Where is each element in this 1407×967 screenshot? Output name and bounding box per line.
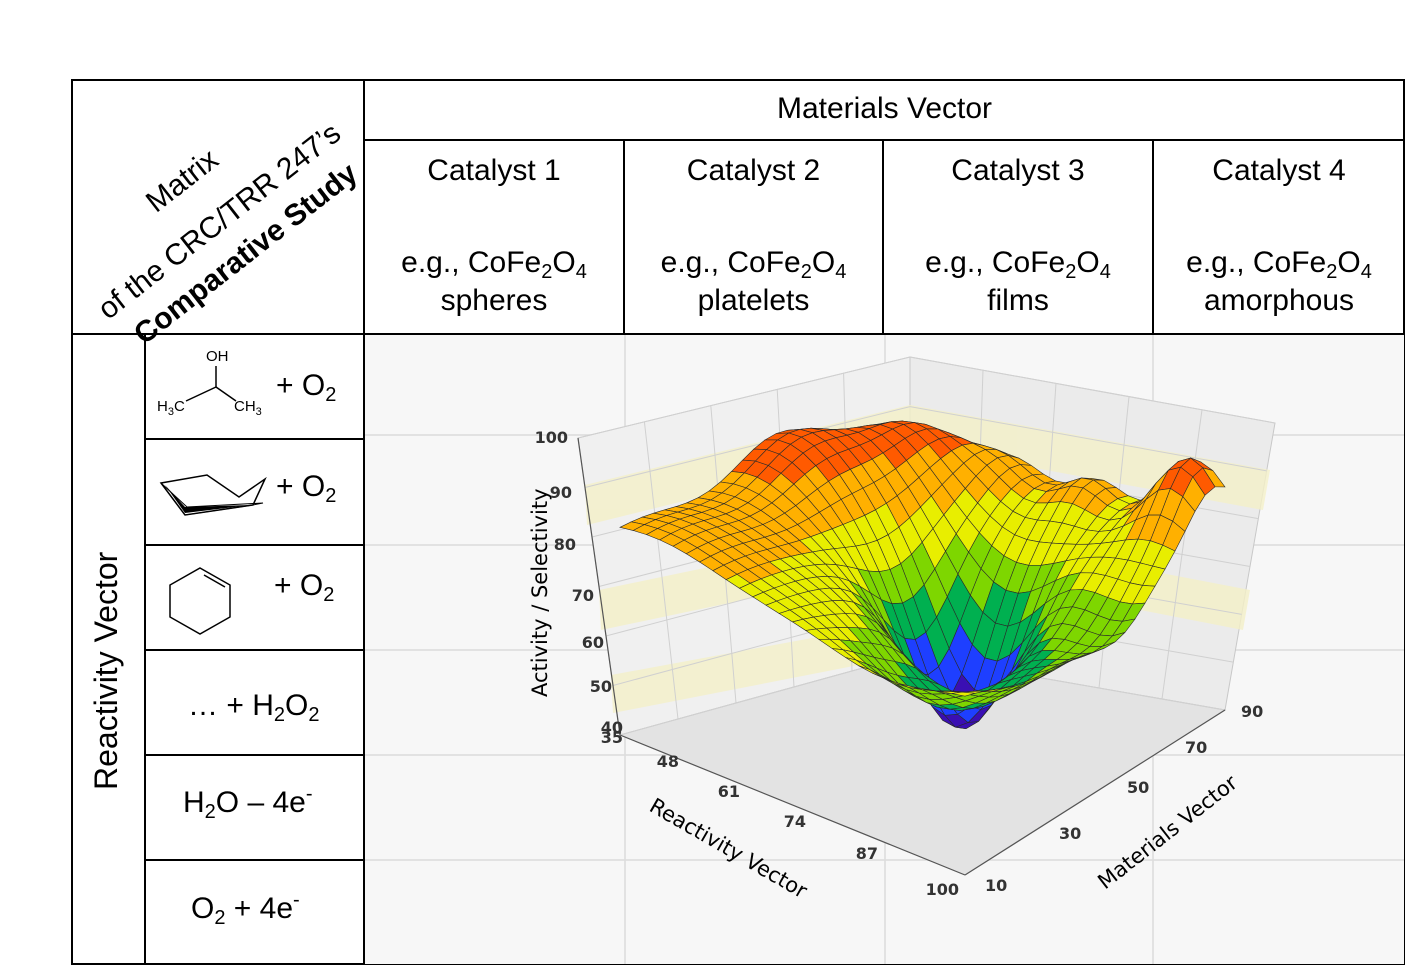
catalyst-divider-2 <box>882 140 884 335</box>
reaction-2-oxidant: + O2 <box>276 470 337 507</box>
catalyst-4-name: Catalyst 4 <box>1212 154 1346 187</box>
surface-mesh <box>619 420 1226 730</box>
wall-gridline <box>909 356 1276 424</box>
z-tick-label: 40 <box>601 718 623 737</box>
z-tick-label: 60 <box>582 633 604 652</box>
wall-gridline <box>1161 409 1203 700</box>
header-divider <box>71 333 1405 335</box>
wall-gridline <box>577 356 911 439</box>
wall-gridline <box>643 421 679 720</box>
reaction-col-divider <box>144 334 146 965</box>
y-tick-label: 70 <box>1185 738 1207 757</box>
isopropanol-structure: OH H3C CH3 <box>157 348 262 418</box>
axes <box>577 437 1226 876</box>
catalyst-1-name: Catalyst 1 <box>427 154 561 187</box>
z-axis-label: Activity / Selectivity <box>528 488 552 697</box>
x-tick-label: 35 <box>601 728 623 747</box>
y-tick-label: 50 <box>1127 778 1149 797</box>
row-divider-5 <box>146 859 364 861</box>
row-divider-2 <box>146 544 364 546</box>
oh-label: OH <box>206 348 229 365</box>
wall-gridline <box>619 654 911 736</box>
catalyst-2-formula: e.g., CoFe2O4 <box>660 246 847 283</box>
x-tick-label: 74 <box>784 812 806 831</box>
z-tick-label: 100 <box>535 428 568 447</box>
y-tick-label: 10 <box>985 876 1007 895</box>
wall-gridline <box>584 406 911 488</box>
catalyst-divider-3 <box>1152 140 1154 335</box>
catalyst-4-cell: Catalyst 4 e.g., CoFe2O4 amorphous <box>1154 140 1404 334</box>
catalyst-3-morphology: films <box>987 284 1049 317</box>
catalyst-3-cell: Catalyst 3 e.g., CoFe2O4 films <box>884 140 1152 334</box>
reaction-1-oxidant: + O2 <box>276 369 337 406</box>
reaction-6-oxygen-reduction: O2 + 4e- <box>191 889 300 929</box>
reaction-5-water-oxidation: H2O – 4e- <box>183 783 313 823</box>
catalyst-1-morphology: spheres <box>440 284 548 317</box>
reactivity-vector-header: Reactivity Vector <box>88 551 124 790</box>
y-tick-label: 90 <box>1241 702 1263 721</box>
z-tick-label: 70 <box>572 586 594 605</box>
catalyst-3-formula: e.g., CoFe2O4 <box>925 246 1111 283</box>
materials-vector-header: Materials Vector <box>776 92 993 125</box>
catalyst-2-morphology: platelets <box>697 284 810 317</box>
catalyst-4-formula: e.g., CoFe2O4 <box>1186 246 1372 283</box>
row-divider-1 <box>146 438 364 440</box>
row-divider-4 <box>146 754 364 756</box>
catalyst-2-name: Catalyst 2 <box>686 154 821 187</box>
matrix-table <box>71 79 1405 965</box>
x-tick-label: 87 <box>856 844 878 863</box>
cyclohexene-structure <box>169 567 231 635</box>
x-tick-label: 61 <box>718 782 740 801</box>
z-tick-label: 80 <box>554 535 576 554</box>
z-tick-label: 50 <box>590 677 612 696</box>
z-tick-label: 90 <box>550 483 572 502</box>
catalyst-1-cell: Catalyst 1 e.g., CoFe2O4 spheres <box>365 140 623 334</box>
y-tick-label: 30 <box>1059 824 1081 843</box>
row-divider-3 <box>146 649 364 651</box>
surface-cell <box>951 691 976 697</box>
reaction-3-oxidant: + O2 <box>274 569 335 606</box>
catalyst-4-morphology: amorphous <box>1203 284 1355 317</box>
h3c-label: H3C <box>157 398 185 418</box>
ch3-label: CH3 <box>234 398 262 418</box>
catalyst-2-cell: Catalyst 2 e.g., CoFe2O4 platelets <box>625 140 882 334</box>
x-tick-label: 48 <box>657 752 679 771</box>
corner-divider <box>363 79 365 965</box>
catalyst-3-name: Catalyst 3 <box>951 154 1085 187</box>
materials-divider <box>364 139 1405 141</box>
x-tick-label: 100 <box>926 880 959 899</box>
wall-gridline <box>909 406 1267 472</box>
reaction-4-peroxide: … + H2O2 <box>188 689 320 726</box>
catalyst-divider-1 <box>623 140 625 335</box>
catalyst-1-formula: e.g., CoFe2O4 <box>401 246 587 283</box>
cyclohexane-structure <box>159 474 267 516</box>
